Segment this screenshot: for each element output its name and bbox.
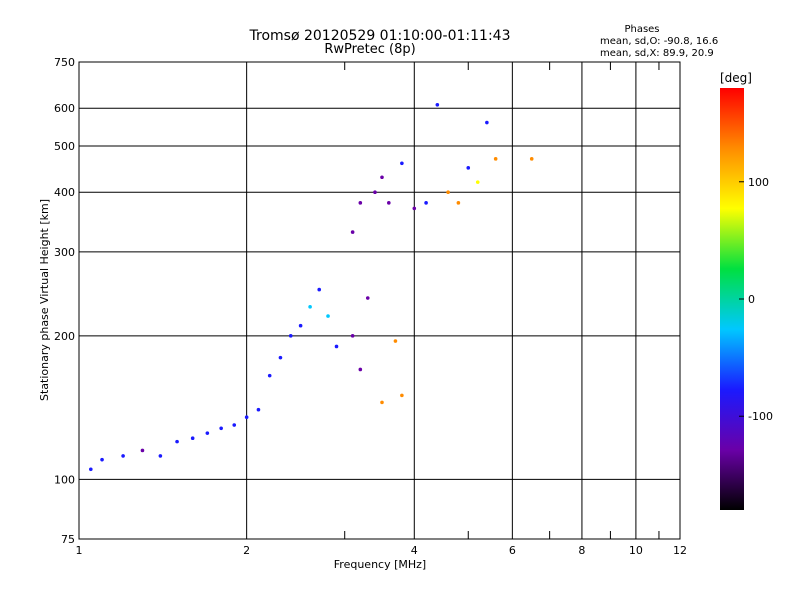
data-point <box>244 415 249 420</box>
data-points <box>89 103 534 472</box>
data-point <box>380 400 384 405</box>
data-point <box>308 305 312 309</box>
data-point <box>400 161 404 166</box>
x-tick-label: 1 <box>76 544 83 557</box>
data-point <box>140 448 145 453</box>
data-point <box>267 373 272 378</box>
x-tick-label: 2 <box>243 544 250 557</box>
colorbar-label: [deg] <box>720 71 752 85</box>
data-point <box>256 407 261 412</box>
stats-line-o: mean, sd,O: -90.8, 16.6 <box>600 36 718 47</box>
stats-line-x: mean, sd,X: 89.9, 20.9 <box>600 48 714 59</box>
data-point <box>393 339 398 343</box>
data-point <box>358 201 363 205</box>
data-point <box>175 439 179 444</box>
data-point <box>100 457 104 462</box>
data-point <box>358 367 363 372</box>
data-point <box>446 190 450 195</box>
x-tick-label: 8 <box>578 544 585 557</box>
data-point <box>158 454 163 458</box>
y-axis-ticks: 75 100 200 300 400 500 600 750 <box>54 56 75 546</box>
y-tick-label: 600 <box>54 102 75 115</box>
data-point <box>456 201 461 205</box>
data-point <box>350 334 355 338</box>
y-tick-label: 300 <box>54 246 75 259</box>
y-tick-label: 400 <box>54 186 75 199</box>
stats-header: Phases <box>624 24 659 35</box>
x-axis-label: Frequency [MHz] <box>334 558 426 571</box>
plot-border <box>78 61 681 540</box>
data-point <box>205 431 210 435</box>
x-axis-ticks: 1 2 4 6 8 10 12 <box>76 544 688 557</box>
plot-area <box>78 61 681 540</box>
data-point <box>400 393 404 398</box>
data-point <box>373 190 377 195</box>
data-point <box>326 314 330 318</box>
data-point <box>485 120 489 125</box>
x-tick-label: 6 <box>509 544 516 557</box>
data-point <box>387 201 391 205</box>
data-point <box>219 426 223 431</box>
data-point <box>317 287 322 292</box>
data-point <box>380 175 384 180</box>
data-point <box>350 230 355 234</box>
x-tick-label: 12 <box>673 544 687 557</box>
data-point <box>475 180 480 184</box>
y-tick-label: 500 <box>54 140 75 153</box>
y-axis-label: Stationary phase Virtual Height [km] <box>38 199 51 401</box>
chart-subtitle: RwPretec (8p) <box>324 42 415 57</box>
data-point <box>288 334 293 338</box>
chart-title: Tromsø 20120529 01:10:00-01:11:43 <box>249 28 511 44</box>
data-point <box>435 103 440 107</box>
data-point <box>493 157 498 161</box>
data-point <box>365 296 370 300</box>
y-tick-label: 75 <box>61 533 75 546</box>
x-tick-label: 10 <box>629 544 643 557</box>
y-tick-label: 750 <box>54 56 75 69</box>
x-tick-label: 4 <box>411 544 418 557</box>
data-point <box>466 166 471 170</box>
y-tick-label: 100 <box>54 473 75 486</box>
data-point <box>298 323 303 328</box>
data-point <box>412 206 417 211</box>
data-point <box>121 454 125 458</box>
colorbar-ticks: -100 0 100 <box>739 176 773 423</box>
y-tick-label: 200 <box>54 330 75 343</box>
data-point <box>424 201 428 205</box>
data-point <box>190 436 195 441</box>
grid-lines <box>79 62 680 539</box>
data-point <box>334 344 339 349</box>
colorbar-tick-label: 100 <box>748 176 769 189</box>
data-point <box>232 423 237 427</box>
data-point <box>89 467 93 472</box>
colorbar-tick-label: -100 <box>748 410 773 423</box>
data-point <box>529 157 534 161</box>
data-point <box>278 355 283 360</box>
colorbar-tick-label: 0 <box>748 293 755 306</box>
